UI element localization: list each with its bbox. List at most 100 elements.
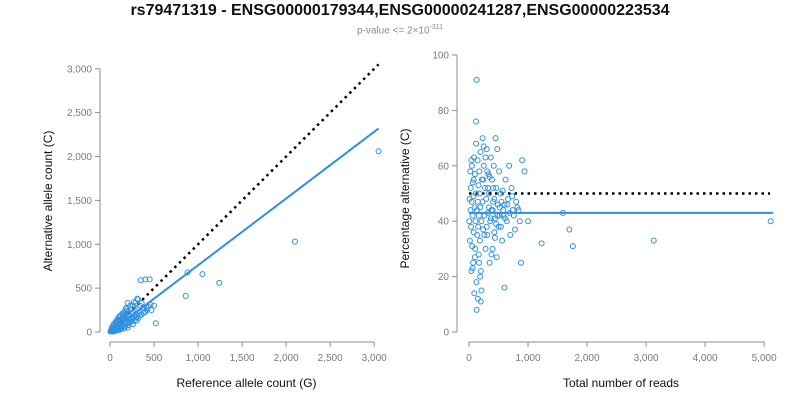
chart2-x-tick-label: 1,000 (516, 353, 541, 364)
chart2-data-point (494, 146, 501, 153)
chart2-data-point (508, 184, 515, 191)
chart2-data-point (486, 259, 493, 266)
chart2-data-point (473, 140, 480, 147)
chart2-x-axis-title: Total number of reads (563, 376, 679, 390)
chart1-y-tick-label: 1,500 (67, 196, 92, 207)
chart2-data-point (476, 168, 483, 175)
chart2-data-point (512, 226, 519, 233)
chart2-data-point (509, 207, 516, 214)
chart2-data-point (499, 187, 506, 194)
chart2-data-point (469, 179, 476, 186)
chart2-data-point (473, 279, 480, 286)
chart1-y-tick-label: 1,000 (67, 240, 92, 251)
chart2-data-point (506, 162, 513, 169)
chart2-data-point (470, 259, 477, 266)
chart2-data-point (468, 268, 475, 275)
chart2-data-point (485, 171, 492, 178)
chart2-data-point (468, 157, 475, 164)
chart1-data-point (134, 295, 141, 302)
chart2-data-point (466, 196, 473, 203)
chart1-data-point (123, 306, 130, 313)
chart2-data-point (510, 212, 517, 219)
chart2-data-point (484, 232, 491, 239)
chart2-data-point (475, 182, 482, 189)
chart2-data-point (481, 184, 488, 191)
chart2-data-point (469, 243, 476, 250)
chart2-y-tick-label: 20 (438, 272, 450, 283)
chart2-data-point (486, 173, 493, 180)
chart2-data-point (487, 154, 494, 161)
chart1-data-point (140, 309, 147, 316)
chart2-data-point (538, 240, 545, 247)
chart1-y-tick-label: 2,500 (67, 108, 92, 119)
chart2-data-point (501, 284, 508, 291)
chart2-data-point (472, 218, 479, 225)
chart2-data-point (481, 232, 488, 239)
chart2-data-point (487, 215, 494, 222)
chart1-x-tick-label: 0 (107, 353, 113, 364)
chart1-data-point (124, 324, 131, 331)
chart2-data-point (475, 251, 482, 258)
chart2-data-point (482, 154, 489, 161)
chart2-data-point (476, 259, 483, 266)
chart1-x-tick-label: 2,000 (274, 353, 299, 364)
chart1-data-point (199, 271, 206, 278)
chart1-y-tick-label: 500 (75, 284, 92, 295)
chart2-data-point (475, 223, 482, 230)
chart2-data-point (569, 243, 576, 250)
subtitle-text: p-value <= 2×10 (356, 25, 430, 37)
chart1-y-tick-label: 0 (86, 328, 92, 339)
chart2-data-point (500, 207, 507, 214)
chart1-x-tick-label: 2,500 (318, 353, 343, 364)
chart1-data-point (115, 327, 122, 334)
chart1-data-point (133, 317, 140, 324)
chart1-data-point (146, 276, 153, 283)
chart2-y-tick-label: 40 (438, 217, 450, 228)
chart2-x-tick-label: 3,000 (634, 353, 659, 364)
chart2-data-point (467, 207, 474, 214)
chart1-y-tick-label: 2,000 (67, 152, 92, 163)
chart2-data-point (477, 204, 484, 211)
chart1-data-point (126, 319, 133, 326)
chart2-data-point (480, 162, 487, 169)
chart1-data-point (291, 238, 298, 245)
chart1-data-point (375, 148, 382, 155)
chart2-data-point (476, 212, 483, 219)
chart2-data-point (490, 162, 497, 169)
chart2-data-point (497, 223, 504, 230)
chart2-data-point (483, 223, 490, 230)
chart1-data-point (143, 305, 150, 312)
chart2-data-point (477, 268, 484, 275)
chart2-data-point (504, 196, 511, 203)
chart2-x-tick-label: 2,000 (575, 353, 600, 364)
chart1-data-point (130, 299, 137, 306)
chart2-data-point (650, 237, 657, 244)
chart2-x-tick-label: 0 (466, 353, 472, 364)
chart2-x-tick-label: 5,000 (752, 353, 777, 364)
chart2-data-point (470, 193, 477, 200)
chart2-data-point (482, 245, 489, 252)
chart2-data-point (499, 237, 506, 244)
chart1-x-tick-label: 1,500 (230, 353, 255, 364)
chart2-data-point (480, 176, 487, 183)
chart2-data-point (473, 306, 480, 313)
chart2-data-point (476, 237, 483, 244)
chart2-data-point (478, 218, 485, 225)
chart1-y-axis-title: Alternative allele count (C) (41, 131, 55, 272)
chart2-data-point (490, 198, 497, 205)
chart1-y-tick-label: 3,000 (67, 64, 92, 75)
chart1-fit-line (109, 127, 380, 333)
chart2-data-point (492, 135, 499, 142)
chart2-y-tick-label: 0 (443, 328, 449, 339)
chart1-data-point (133, 314, 140, 321)
chart2-data-point (467, 184, 474, 191)
chart2-data-point (490, 184, 497, 191)
chart2-data-point (493, 220, 500, 227)
chart2-data-point (469, 265, 476, 272)
chart2-data-point (502, 215, 509, 222)
chart1-x-tick-label: 500 (146, 353, 163, 364)
chart2-data-point (480, 143, 487, 150)
chart2-data-point (479, 135, 486, 142)
chart2-data-point (466, 237, 473, 244)
